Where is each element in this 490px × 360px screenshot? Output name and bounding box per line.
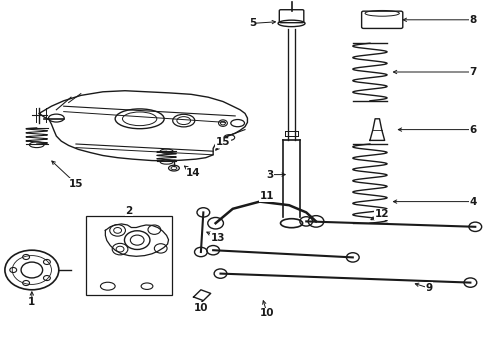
- Text: 15: 15: [69, 179, 83, 189]
- Bar: [86, 216, 172, 295]
- Text: 11: 11: [260, 191, 274, 201]
- Text: 5: 5: [249, 18, 256, 28]
- Text: 4: 4: [469, 197, 477, 207]
- Text: 12: 12: [375, 209, 390, 219]
- Text: 6: 6: [469, 125, 476, 135]
- Text: 1: 1: [28, 297, 35, 307]
- Text: 10: 10: [194, 303, 208, 313]
- Text: 7: 7: [469, 67, 477, 77]
- Text: 2: 2: [125, 206, 132, 216]
- Text: 13: 13: [211, 233, 225, 243]
- Text: 14: 14: [186, 168, 201, 178]
- Text: 8: 8: [469, 15, 476, 25]
- Text: 15: 15: [216, 137, 230, 147]
- Text: 3: 3: [266, 170, 273, 180]
- Text: 9: 9: [425, 283, 432, 293]
- Text: 10: 10: [260, 308, 274, 318]
